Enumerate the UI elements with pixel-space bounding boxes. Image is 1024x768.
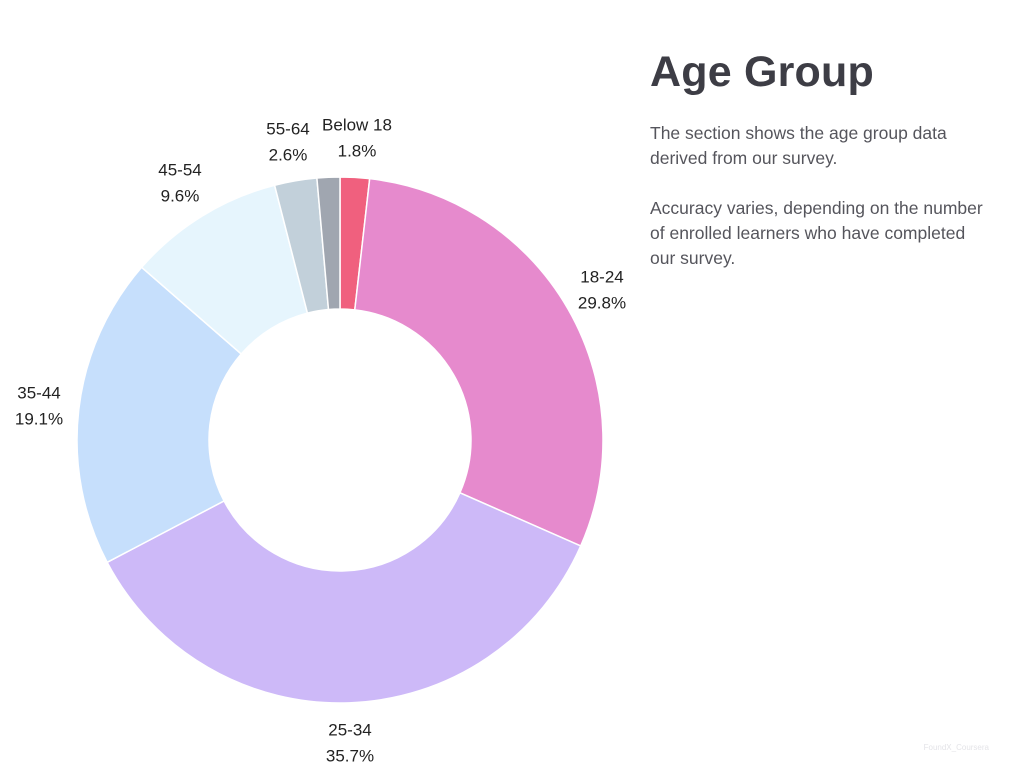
page-title: Age Group: [650, 48, 874, 96]
donut-slice-unlabeled: [316, 176, 341, 311]
donut-slice-25-34: [106, 491, 582, 704]
slice-value-label: 1.8%: [338, 141, 377, 160]
age-group-donut-chart: Below 18 1.8% 18-24 29.8% 25-34 35.7% 35-44 19.…: [15, 115, 626, 765]
slice-value-label: 35.7%: [326, 746, 374, 765]
slice-value-label: 19.1%: [15, 409, 63, 428]
slice-label: Below 18: [322, 115, 392, 134]
slice-value-label: 2.6%: [269, 145, 308, 164]
slice-label: 35-44: [17, 383, 60, 402]
donut-slice-18-24: [353, 177, 604, 547]
side-panel: Age Group The section shows the age grou…: [650, 46, 990, 271]
slice-label: 45-54: [158, 160, 201, 179]
slice-value-label: 29.8%: [578, 293, 626, 312]
slice-value-label: 9.6%: [161, 186, 200, 205]
description-paragraph: The section shows the age group data der…: [650, 123, 947, 168]
watermark: FoundX_Coursera: [923, 743, 989, 752]
slice-label: 18-24: [580, 267, 623, 286]
donut-slice-35-44: [76, 266, 243, 564]
slice-label: 55-64: [266, 119, 309, 138]
accuracy-note-paragraph: Accuracy varies, depending on the number…: [650, 198, 983, 268]
slice-label: 25-34: [328, 720, 371, 739]
